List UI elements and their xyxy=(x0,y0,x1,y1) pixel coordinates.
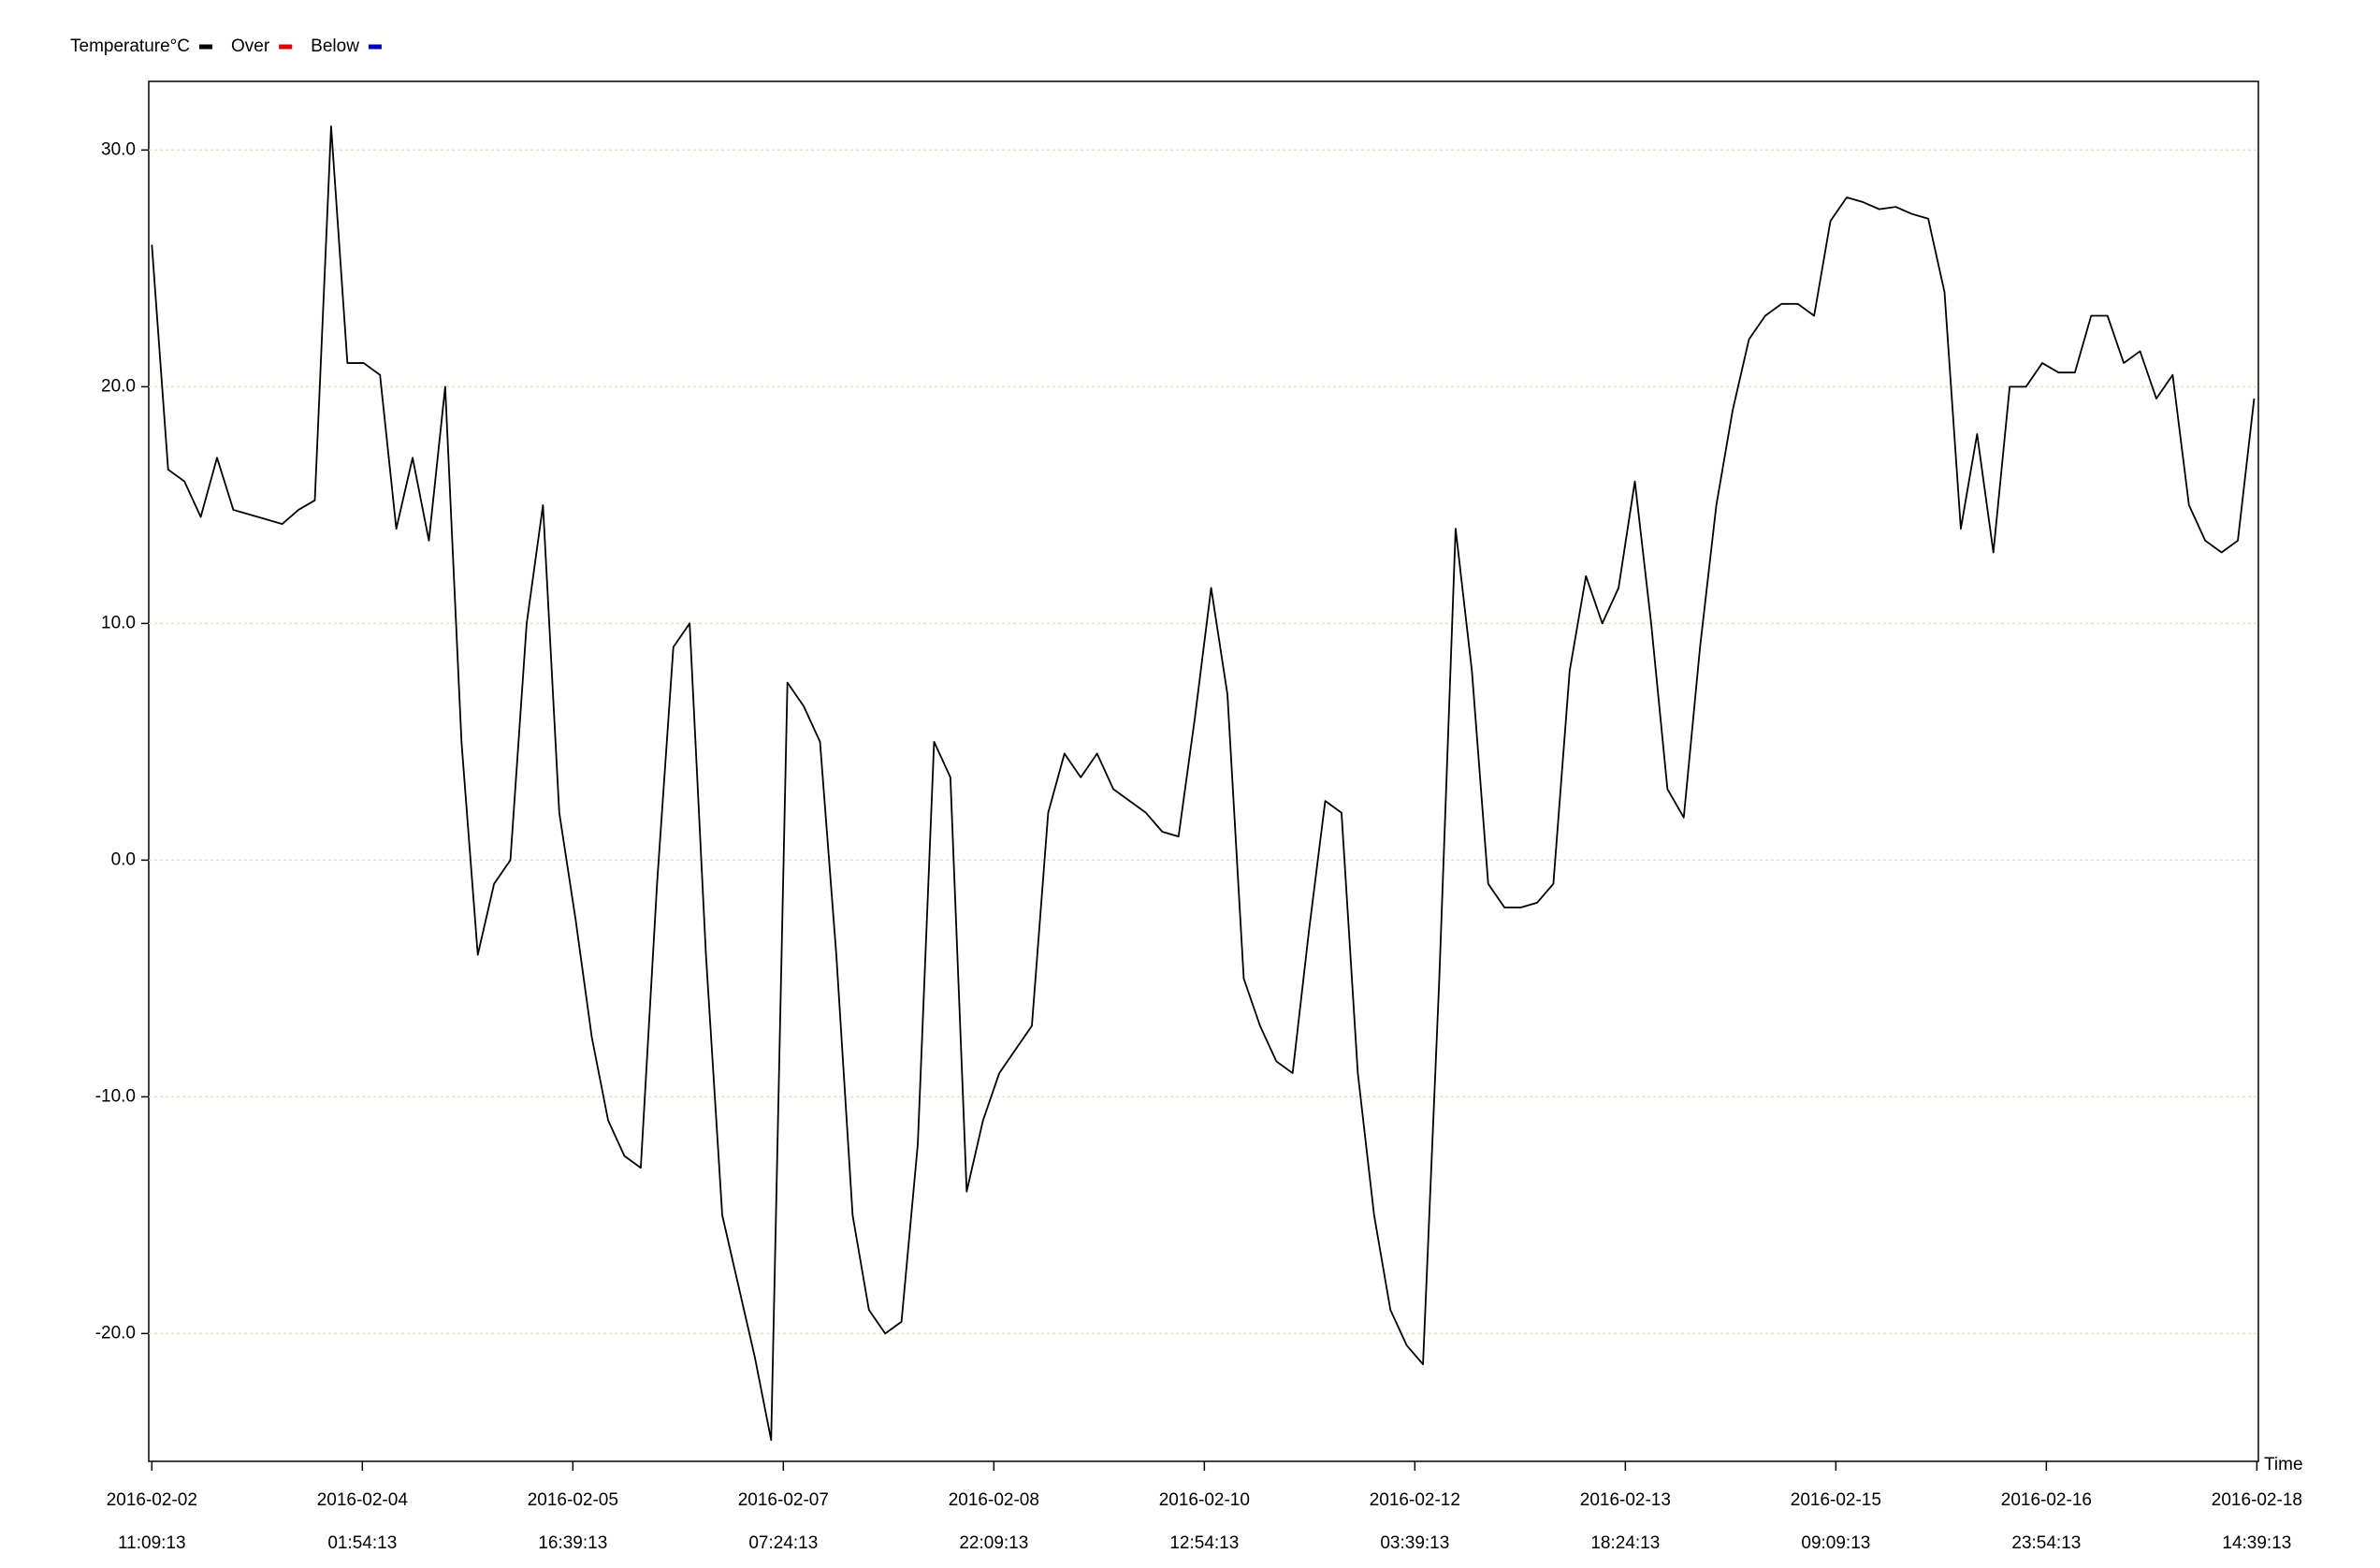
x-tick-label: 2016-02-05 xyxy=(528,1490,618,1510)
y-tick-label: -20.0 xyxy=(95,1323,136,1343)
x-axis-label: Time xyxy=(2264,1455,2303,1474)
x-tick-label: 2016-02-02 xyxy=(107,1490,197,1510)
x-tick-label: 2016-02-16 xyxy=(2001,1490,2092,1510)
x-tick-label: 03:39:13 xyxy=(1380,1533,1449,1553)
x-tick-label: 2016-02-07 xyxy=(738,1490,829,1510)
legend-label: Below xyxy=(311,36,359,56)
x-tick-label: 2016-02-10 xyxy=(1159,1490,1250,1510)
legend-label: Over xyxy=(231,36,270,56)
x-tick-label: 2016-02-15 xyxy=(1791,1490,1881,1510)
data-line xyxy=(151,125,2256,1442)
plot-frame xyxy=(148,80,2259,1462)
x-tick-label: 2016-02-08 xyxy=(949,1490,1039,1510)
x-tick-label: 16:39:13 xyxy=(538,1533,607,1553)
x-tick-label: 14:39:13 xyxy=(2222,1533,2291,1553)
y-tick-label: 0.0 xyxy=(111,849,136,869)
x-tick-label: 2016-02-12 xyxy=(1370,1490,1460,1510)
x-tick-label: 2016-02-18 xyxy=(2212,1490,2302,1510)
x-tick-label: 07:24:13 xyxy=(748,1533,818,1553)
legend-label: Temperature°C xyxy=(70,36,190,56)
y-tick-label: 20.0 xyxy=(101,376,136,396)
x-tick-label: 2016-02-13 xyxy=(1580,1490,1671,1510)
x-tick-label: 11:09:13 xyxy=(118,1533,186,1553)
x-tick-label: 01:54:13 xyxy=(327,1533,397,1553)
x-tick-label: 23:54:13 xyxy=(2011,1533,2081,1553)
x-tick-label: 18:24:13 xyxy=(1590,1533,1660,1553)
y-tick-label: -10.0 xyxy=(95,1086,136,1106)
x-tick-label: 12:54:13 xyxy=(1169,1533,1239,1553)
y-tick-label: 30.0 xyxy=(101,139,136,159)
y-tick-label: 10.0 xyxy=(101,613,136,632)
x-tick-label: 2016-02-04 xyxy=(317,1490,409,1510)
x-tick-label: 09:09:13 xyxy=(1801,1533,1870,1553)
x-tick-label: 22:09:13 xyxy=(959,1533,1028,1553)
